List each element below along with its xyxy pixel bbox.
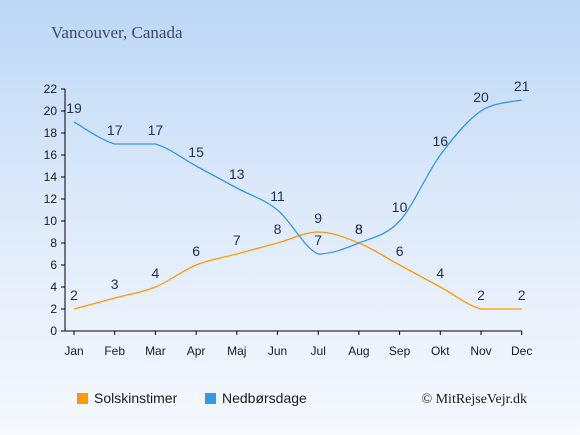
x-tick-label: Sep (389, 344, 411, 358)
data-label-nedborsdage: 21 (514, 78, 530, 94)
y-tick-label: 20 (44, 104, 58, 118)
x-tick-label: Feb (104, 344, 125, 358)
x-tick-label: Okt (431, 344, 450, 358)
x-tick-label: Jul (311, 344, 326, 358)
legend-swatch-nedborsdage (205, 393, 216, 404)
data-label-solskinstimer: 4 (152, 265, 160, 281)
data-label-nedborsdage: 15 (188, 144, 204, 160)
data-label-nedborsdage: 19 (66, 100, 82, 116)
y-tick-label: 6 (50, 258, 57, 272)
legend-label-solskinstimer: Solskinstimer (94, 390, 178, 406)
y-tick-label: 2 (50, 302, 57, 316)
y-tick-label: 14 (44, 170, 58, 184)
data-label-solskinstimer: 7 (233, 232, 241, 248)
x-tick-label: Maj (227, 344, 246, 358)
data-label-nedborsdage: 17 (148, 122, 164, 138)
y-tick-label: 16 (44, 148, 58, 162)
x-tick-label: Apr (187, 344, 206, 358)
series-line-solskinstimer (73, 231, 522, 310)
data-label-solskinstimer: 9 (314, 210, 322, 226)
data-label-nedborsdage: 20 (473, 89, 489, 105)
data-label-solskinstimer: 6 (396, 243, 404, 259)
data-label-nedborsdage: 16 (433, 133, 449, 149)
data-label-solskinstimer: 6 (192, 243, 200, 259)
data-label-solskinstimer: 8 (274, 221, 282, 237)
data-label-solskinstimer: 2 (518, 287, 526, 303)
x-tick-label: Dec (511, 344, 532, 358)
data-label-solskinstimer: 4 (436, 265, 444, 281)
data-label-nedborsdage: 11 (270, 188, 285, 204)
x-tick-label: Mar (145, 344, 166, 358)
data-label-solskinstimer: 3 (111, 276, 119, 292)
series-lines (73, 99, 522, 310)
legend-label-nedborsdage: Nedbørsdage (222, 390, 307, 406)
data-label-solskinstimer: 8 (355, 221, 363, 237)
data-label-nedborsdage: 8 (355, 221, 363, 237)
x-tick-label: Jun (268, 344, 287, 358)
y-tick-label: 18 (44, 126, 58, 140)
data-label-nedborsdage: 10 (392, 199, 408, 215)
credit-text: © MitRejseVejr.dk (421, 392, 527, 407)
data-label-nedborsdage: 7 (314, 232, 322, 248)
y-tick-label: 22 (44, 82, 58, 96)
x-tick-label: Jan (64, 344, 83, 358)
legend: Solskinstimer Nedbørsdage (77, 390, 307, 406)
series-line-nedborsdage (73, 99, 522, 255)
y-tick-label: 4 (50, 280, 57, 294)
chart-title: Vancouver, Canada (51, 23, 183, 42)
data-label-solskinstimer: 2 (70, 287, 78, 303)
y-tick-label: 12 (44, 192, 58, 206)
x-tick-label: Nov (470, 344, 491, 358)
data-label-solskinstimer: 2 (477, 287, 485, 303)
data-label-nedborsdage: 13 (229, 166, 245, 182)
legend-swatch-solskinstimer (77, 393, 88, 404)
data-label-nedborsdage: 17 (107, 122, 123, 138)
y-tick-label: 8 (50, 236, 57, 250)
x-tick-label: Aug (348, 344, 369, 358)
y-tick-label: 10 (44, 214, 58, 228)
y-tick-label: 0 (50, 324, 57, 338)
